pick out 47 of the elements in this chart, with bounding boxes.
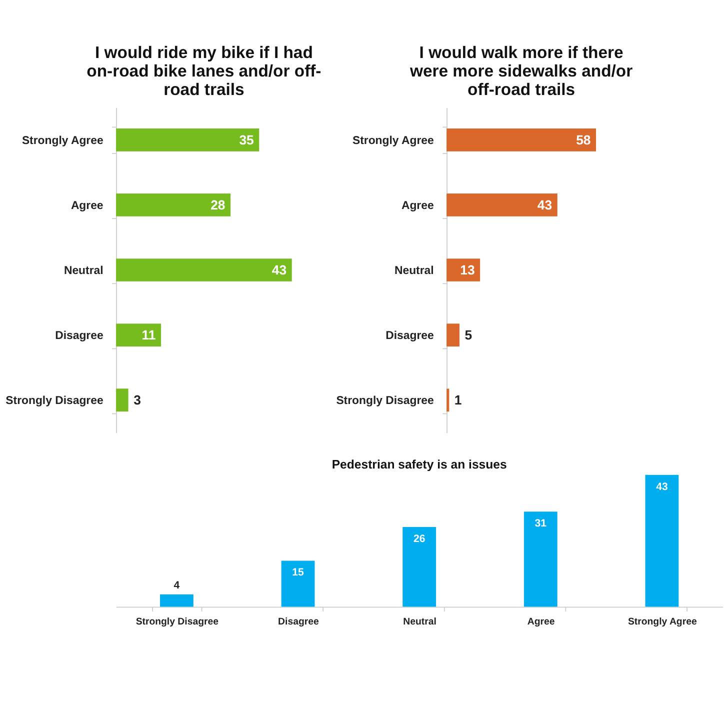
- y-tick-label: Strongly Disagree: [336, 395, 434, 408]
- data-label: 15: [292, 566, 304, 579]
- bar: [116, 258, 292, 282]
- y-tick-label: Strongly Disagree: [6, 395, 104, 408]
- bar: [446, 128, 596, 152]
- bar: [160, 594, 194, 607]
- bar: [116, 128, 260, 152]
- y-tick-label: Neutral: [64, 264, 104, 277]
- chart-title: I would ride my bike if I had on-road bike lanes and/or off-road trails: [86, 43, 322, 100]
- data-label: 28: [210, 197, 226, 212]
- data-label: 26: [413, 532, 426, 545]
- data-label: 3: [134, 392, 141, 408]
- bar: [116, 324, 162, 346]
- bar: [402, 526, 436, 607]
- x-tick-label: Disagree: [278, 616, 320, 628]
- data-label: 31: [534, 518, 547, 530]
- y-tick-label: Neutral: [394, 264, 434, 277]
- data-label: 58: [576, 132, 591, 148]
- data-label: 13: [460, 262, 475, 278]
- bar: [281, 560, 315, 607]
- data-label: 43: [656, 480, 668, 493]
- data-label: 35: [239, 132, 254, 148]
- y-tick-label: Agree: [401, 200, 434, 212]
- bar: [116, 388, 128, 412]
- data-label: 4: [174, 579, 180, 592]
- y-tick-label: Disagree: [55, 330, 104, 342]
- x-tick-label: Agree: [527, 616, 556, 628]
- y-tick-label: Strongly Agree: [352, 134, 434, 147]
- bar: [446, 258, 480, 282]
- bar: [116, 194, 231, 216]
- x-tick-label: Strongly Disagree: [136, 616, 220, 628]
- y-tick-label: Strongly Agree: [22, 134, 104, 147]
- data-label: 43: [272, 262, 287, 278]
- data-label: 11: [142, 327, 156, 342]
- x-tick-label: Strongly Agree: [628, 616, 698, 628]
- bar: [446, 388, 450, 412]
- chart-title: Pedestrian safety is an issues: [332, 458, 507, 472]
- data-label: 5: [464, 327, 472, 342]
- y-tick-label: Agree: [70, 200, 104, 212]
- bar: [524, 512, 558, 607]
- chart-title: I would walk more if there were more sidewalks and/or off-road trails: [409, 43, 634, 100]
- bar: [645, 474, 679, 607]
- data-label: 1: [454, 392, 462, 408]
- y-tick-label: Disagree: [386, 330, 434, 342]
- bar: [446, 324, 460, 346]
- data-label: 43: [537, 197, 552, 212]
- bar: [446, 194, 558, 216]
